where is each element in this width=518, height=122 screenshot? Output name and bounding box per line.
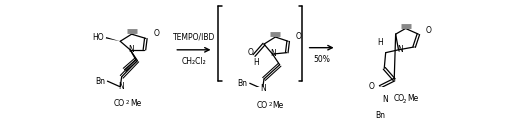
Text: N: N bbox=[270, 49, 276, 58]
Text: H: H bbox=[253, 58, 259, 67]
Text: CH₂Cl₂: CH₂Cl₂ bbox=[181, 57, 206, 66]
Text: Me: Me bbox=[407, 94, 418, 103]
Text: N: N bbox=[118, 82, 124, 91]
Text: N: N bbox=[397, 45, 403, 54]
Text: O: O bbox=[248, 48, 253, 57]
Text: TEMPO/IBD: TEMPO/IBD bbox=[172, 32, 215, 41]
Text: N: N bbox=[382, 95, 388, 104]
Text: 2: 2 bbox=[126, 100, 130, 105]
Text: 2: 2 bbox=[403, 99, 406, 104]
Text: H: H bbox=[377, 38, 383, 47]
Polygon shape bbox=[106, 37, 120, 41]
Text: Me: Me bbox=[272, 101, 284, 110]
Text: Bn: Bn bbox=[238, 79, 248, 88]
Text: CO: CO bbox=[256, 101, 267, 110]
Text: 50%: 50% bbox=[313, 55, 330, 64]
Text: N: N bbox=[261, 84, 266, 93]
Text: CO: CO bbox=[394, 94, 405, 103]
Text: HO: HO bbox=[92, 33, 104, 42]
Text: O: O bbox=[154, 29, 160, 38]
Text: 2: 2 bbox=[268, 102, 272, 107]
Text: O: O bbox=[425, 26, 431, 35]
Text: Bn: Bn bbox=[376, 111, 386, 120]
Text: O: O bbox=[368, 82, 375, 91]
Text: Me: Me bbox=[130, 99, 141, 108]
Text: Bn: Bn bbox=[95, 77, 105, 86]
Text: N: N bbox=[128, 45, 134, 54]
Text: O: O bbox=[296, 32, 302, 41]
Text: CO: CO bbox=[114, 99, 125, 108]
